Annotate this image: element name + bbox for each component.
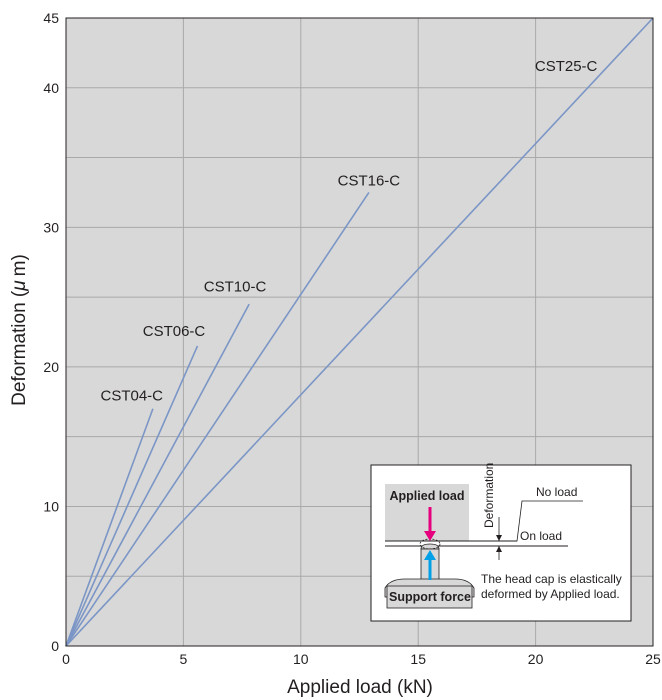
series-label-cst06-c: CST06-C — [143, 323, 206, 340]
y-tick-label: 40 — [43, 80, 59, 96]
inset-diagram: Applied load Support force Deformation N… — [370, 463, 632, 622]
series-lines — [65, 17, 654, 647]
x-axis-title: Applied load (kN) — [287, 677, 433, 698]
series-label-cst10-c: CST10-C — [204, 279, 267, 296]
y-axis-title-prefix: Deformation ( — [9, 290, 30, 406]
y-tick-label: 45 — [43, 10, 59, 26]
caption-line-2: deformed by Applied load. — [481, 587, 620, 601]
support-force-label: Support force — [389, 590, 471, 604]
series-label-cst16-c: CST16-C — [338, 172, 401, 189]
grid-lines — [66, 18, 653, 646]
y-axis-title-suffix: m) — [9, 254, 30, 276]
y-tick-label: 0 — [51, 638, 59, 654]
x-tick-label: 5 — [180, 651, 188, 667]
plot-frame — [65, 17, 654, 647]
x-tick-label: 15 — [410, 651, 426, 667]
on-load-label: On load — [520, 529, 562, 543]
y-axis-title-mu: μ — [9, 280, 30, 292]
series-line-cst04-c — [65, 408, 154, 647]
y-tick-label: 30 — [43, 219, 59, 235]
no-load-label: No load — [536, 485, 577, 499]
y-tick-label: 10 — [43, 498, 59, 514]
series-label-cst04-c: CST04-C — [100, 387, 163, 404]
support-arrow-head — [424, 550, 436, 560]
applied-arrow-head — [424, 531, 436, 541]
series-line-cst16-c — [65, 192, 370, 647]
series-label-cst25-c: CST25-C — [535, 58, 598, 75]
no-load-leader-line — [499, 500, 583, 542]
x-tick-label: 20 — [528, 651, 544, 667]
deformation-label: Deformation — [482, 463, 496, 528]
y-tick-label: 20 — [43, 359, 59, 375]
deformation-arrow-up — [496, 546, 502, 552]
x-tick-label: 25 — [645, 651, 661, 667]
caption-line-1: The head cap is elastically — [481, 572, 622, 586]
support-force-box — [386, 585, 473, 609]
x-tick-labels: 0 5 10 15 20 25 — [62, 651, 661, 667]
x-tick-label: 10 — [293, 651, 309, 667]
y-axis-title: Deformation (μ m) — [9, 254, 30, 406]
series-line-cst06-c — [65, 345, 199, 647]
series-line-cst25-c — [65, 17, 654, 647]
series-line-cst10-c — [65, 303, 250, 647]
applied-load-label: Applied load — [390, 489, 465, 503]
deformation-arrow-down — [496, 535, 502, 541]
x-tick-label: 0 — [62, 651, 70, 667]
series-labels: CST04-C CST06-C CST10-C CST16-C CST25-C — [100, 58, 597, 404]
y-tick-labels: 0 10 20 30 40 45 — [43, 10, 59, 654]
head-cap-deformed — [420, 543, 440, 550]
